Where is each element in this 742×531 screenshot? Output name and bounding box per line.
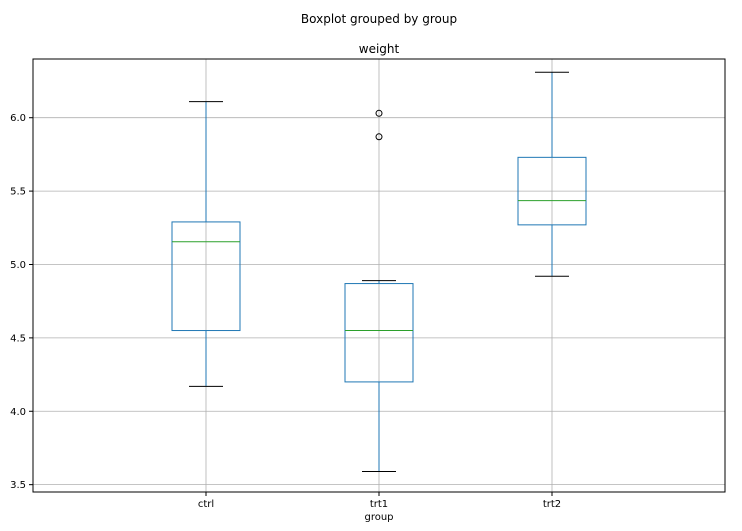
boxes-layer [171, 71, 587, 472]
y-axis-ticks: 3.5 4.0 4.5 5.0 5.5 6.0 [10, 113, 33, 491]
outlier-point [375, 109, 383, 117]
x-tick-label: ctrl [198, 499, 214, 510]
x-tick-label: trt1 [370, 499, 388, 510]
box-trt2 [517, 71, 587, 277]
x-axis-ticks: ctrl trt1 trt2 [198, 492, 561, 510]
chart-suptitle: Boxplot grouped by group [301, 12, 457, 26]
y-tick-label: 3.5 [10, 480, 26, 491]
chart-title: weight [359, 42, 400, 56]
y-tick-label: 5.0 [10, 260, 26, 271]
box-ctrl [171, 101, 241, 387]
x-axis-label: group [364, 512, 393, 523]
outlier-point [375, 133, 383, 141]
box-iqr [344, 283, 414, 383]
box-trt1 [344, 109, 414, 472]
box-iqr [517, 156, 587, 226]
y-tick-label: 4.0 [10, 407, 26, 418]
y-tick-label: 6.0 [10, 113, 26, 124]
y-tick-label: 4.5 [10, 333, 26, 344]
box-iqr [171, 221, 241, 332]
y-tick-label: 5.5 [10, 187, 26, 198]
x-tick-label: trt2 [543, 499, 561, 510]
